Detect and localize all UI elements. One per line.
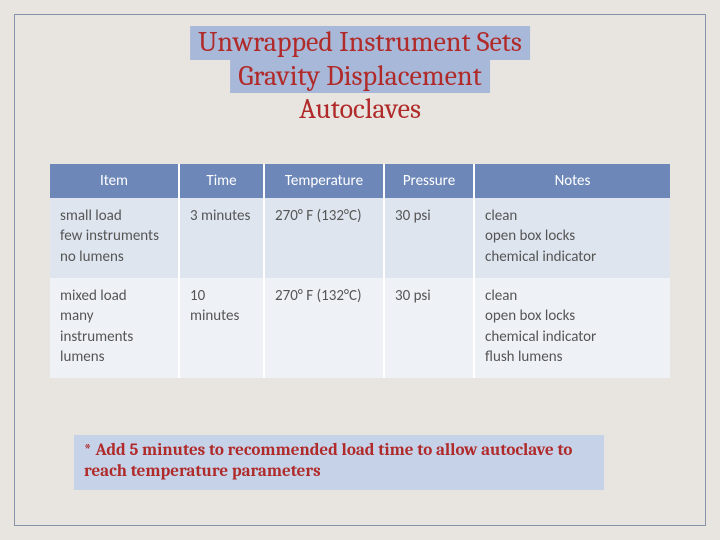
col-header-temperature: Temperature — [265, 164, 385, 198]
footnote: * Add 5 minutes to recommended load time… — [74, 435, 604, 490]
col-header-time: Time — [180, 164, 265, 198]
cell-item: mixed loadmany instrumentslumens — [50, 278, 180, 378]
table-header-row: Item Time Temperature Pressure Notes — [50, 164, 670, 198]
col-header-pressure: Pressure — [385, 164, 475, 198]
cell-time: 3 minutes — [180, 198, 265, 278]
cell-temperature: 270° F (132°C) — [265, 278, 385, 378]
slide-title: Unwrapped Instrument Sets Gravity Displa… — [190, 26, 530, 127]
cell-pressure: 30 psi — [385, 278, 475, 378]
col-header-notes: Notes — [475, 164, 670, 198]
title-line-2: Gravity Displacement — [230, 60, 490, 94]
cell-temperature: 270° F (132°C) — [265, 198, 385, 278]
cell-item: small loadfew instrumentsno lumens — [50, 198, 180, 278]
title-line-3: Autoclaves — [299, 93, 421, 125]
table-row: small loadfew instrumentsno lumens 3 min… — [50, 198, 670, 278]
table-row: mixed loadmany instrumentslumens 10 minu… — [50, 278, 670, 378]
col-header-item: Item — [50, 164, 180, 198]
cell-notes: cleanopen box lockschemical indicator — [475, 198, 670, 278]
cell-time: 10 minutes — [180, 278, 265, 378]
autoclave-table: Item Time Temperature Pressure Notes sma… — [50, 164, 670, 378]
cell-notes: cleanopen box lockschemical indicatorflu… — [475, 278, 670, 378]
cell-pressure: 30 psi — [385, 198, 475, 278]
title-line-1: Unwrapped Instrument Sets — [190, 26, 530, 60]
